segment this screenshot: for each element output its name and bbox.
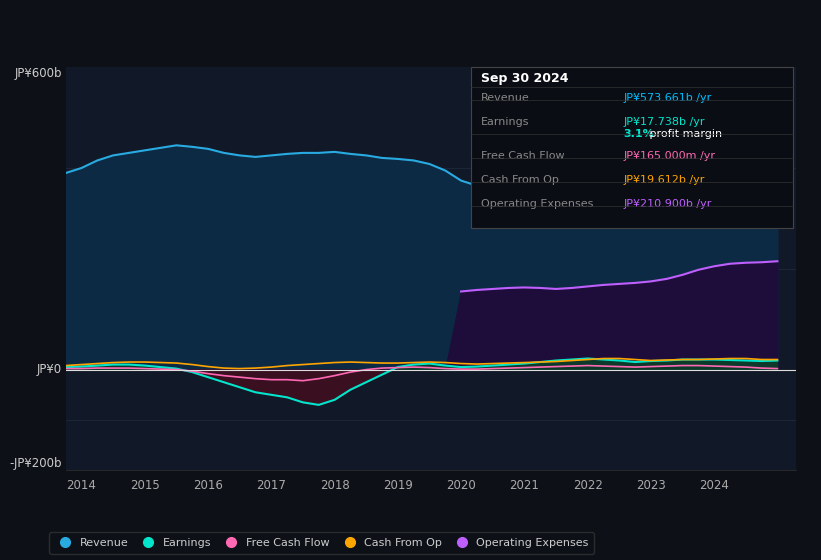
- Text: JP¥210.900b /yr: JP¥210.900b /yr: [623, 199, 712, 209]
- Text: JP¥17.738b /yr: JP¥17.738b /yr: [623, 117, 704, 127]
- Text: 3.1%: 3.1%: [623, 129, 654, 139]
- Text: Free Cash Flow: Free Cash Flow: [481, 151, 565, 161]
- Text: JP¥19.612b /yr: JP¥19.612b /yr: [623, 175, 704, 185]
- Text: Cash From Op: Cash From Op: [481, 175, 559, 185]
- Text: -JP¥200b: -JP¥200b: [10, 458, 62, 470]
- Text: JP¥600b: JP¥600b: [15, 67, 62, 80]
- Text: Earnings: Earnings: [481, 117, 530, 127]
- Text: Operating Expenses: Operating Expenses: [481, 199, 594, 209]
- Legend: Revenue, Earnings, Free Cash Flow, Cash From Op, Operating Expenses: Revenue, Earnings, Free Cash Flow, Cash …: [48, 533, 594, 553]
- Text: Revenue: Revenue: [481, 93, 530, 103]
- Text: JP¥573.661b /yr: JP¥573.661b /yr: [623, 93, 711, 103]
- Text: profit margin: profit margin: [646, 129, 722, 139]
- Text: JP¥0: JP¥0: [37, 363, 62, 376]
- Text: Sep 30 2024: Sep 30 2024: [481, 72, 569, 85]
- Text: JP¥165.000m /yr: JP¥165.000m /yr: [623, 151, 715, 161]
